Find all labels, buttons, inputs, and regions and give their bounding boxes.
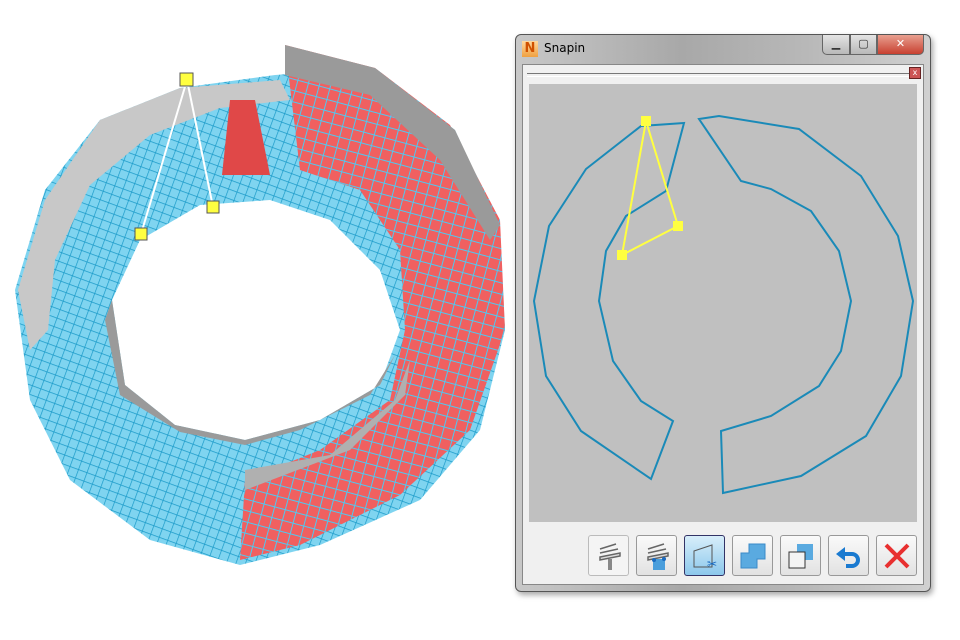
union-icon [740, 543, 765, 568]
undo-icon [835, 546, 860, 568]
handle[interactable] [641, 116, 651, 126]
extrude-button[interactable] [588, 535, 629, 576]
cut-section-icon: ✂ [693, 543, 717, 571]
union-button[interactable] [732, 535, 773, 576]
panel-separator [527, 73, 909, 77]
subtract-icon [788, 543, 813, 568]
close-button[interactable]: ✕ [877, 35, 924, 55]
app-icon: N [522, 41, 538, 57]
client-area: x ✂ [522, 64, 924, 585]
extrude-snap-button[interactable] [636, 535, 677, 576]
subtract-button[interactable] [780, 535, 821, 576]
profile-canvas[interactable] [529, 84, 917, 522]
selection-triangle[interactable] [620, 120, 680, 257]
minimize-button[interactable]: ▁ [822, 35, 850, 55]
window-title: Snapin [544, 41, 586, 55]
cut-section-button[interactable]: ✂ [684, 535, 725, 576]
extrude-icon [598, 542, 621, 570]
maximize-button[interactable]: ▢ [850, 35, 877, 55]
cancel-button[interactable] [876, 535, 917, 576]
undo-button[interactable] [828, 535, 869, 576]
panel-close-button[interactable]: x [909, 67, 921, 79]
handle[interactable] [673, 221, 683, 231]
svg-text:✂: ✂ [707, 557, 717, 571]
3d-viewport[interactable] [0, 0, 510, 640]
selection-handles[interactable] [134, 72, 220, 241]
snapin-window: N Snapin ▁ ▢ ✕ x ✂ [515, 34, 931, 592]
extrude-snap-icon [646, 542, 669, 570]
right-profile [697, 114, 915, 495]
handle[interactable] [617, 250, 627, 260]
cancel-icon [884, 543, 909, 568]
toolbar: ✂ [588, 535, 917, 576]
ring-model [15, 45, 505, 565]
left-profile [532, 121, 686, 481]
title-bar[interactable]: N Snapin ▁ ▢ ✕ [516, 35, 930, 63]
